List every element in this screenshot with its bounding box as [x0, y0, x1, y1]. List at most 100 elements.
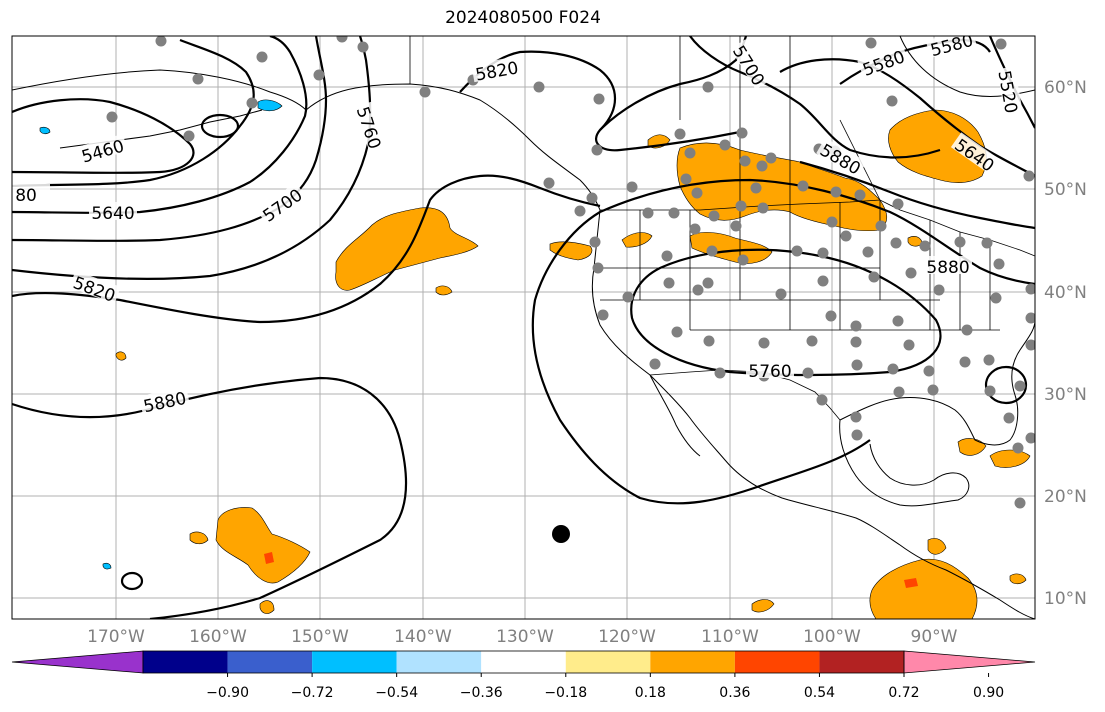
colorbar — [11, 650, 1036, 674]
contour-5880-plains — [599, 178, 1035, 286]
longitude-label: 140°W — [394, 627, 452, 647]
colorbar-tick-label: −0.90 — [206, 685, 249, 701]
station-dot — [1003, 412, 1015, 424]
colorbar-segment — [143, 651, 228, 673]
contour-label: 80 — [15, 186, 37, 206]
longitude-label: 130°W — [496, 627, 554, 647]
station-dot — [886, 95, 898, 107]
station-dot — [1025, 283, 1035, 295]
latitude-label: 50°N — [1044, 180, 1087, 200]
station-dot — [1014, 497, 1026, 509]
state-borders — [409, 36, 1035, 421]
station-dot — [533, 81, 545, 93]
field-central-america — [869, 558, 978, 619]
station-dot — [905, 267, 917, 279]
station-dot — [661, 250, 673, 262]
field-yucatan-sm — [751, 599, 775, 613]
station-dot — [961, 324, 973, 336]
longitude-label: 90°W — [911, 627, 958, 647]
station-dot — [1025, 339, 1035, 351]
station-dot — [155, 36, 167, 47]
station-dot — [993, 258, 1005, 270]
station-dot — [622, 291, 634, 303]
field-hawaii — [215, 507, 311, 584]
colorbar-tick-labels: −0.90 −0.72 −0.54 −0.36 −0.18 0.18 0.36 0.54 0.7… — [206, 673, 1004, 701]
colorbar-segment — [819, 651, 904, 673]
colorbar-segment — [312, 651, 397, 673]
station-dot — [893, 386, 905, 398]
station-dot — [706, 245, 718, 257]
station-dot — [1025, 312, 1035, 324]
station-dot — [995, 38, 1007, 50]
station-dot — [649, 358, 661, 370]
field-strong-hawaii — [264, 552, 274, 564]
station-dot — [313, 69, 325, 81]
station-dot — [775, 288, 787, 300]
longitude-labels: 170°W 160°W 150°W 140°W 130°W 120°W 110°W 100°W… — [87, 627, 958, 647]
station-dot — [543, 177, 555, 189]
station-dot — [840, 230, 852, 242]
station-dot — [851, 429, 863, 441]
station-dot — [765, 152, 777, 164]
contour-5880-east — [531, 211, 871, 505]
us-state-lines — [594, 200, 1000, 331]
baja — [649, 374, 701, 457]
station-dot — [735, 200, 747, 212]
contour-5700-n — [689, 36, 941, 159]
contour-label: 5640 — [91, 204, 134, 224]
station-dot — [830, 186, 842, 198]
field-rockies — [689, 232, 773, 264]
contour-5760 — [12, 36, 372, 280]
station-dot — [797, 180, 809, 192]
station-dot — [106, 111, 118, 123]
contour-low-alaska — [200, 113, 240, 139]
station-dot — [890, 237, 902, 249]
colorbar-tick-label: 0.90 — [973, 685, 1004, 701]
station-dot — [702, 81, 714, 93]
station-dot — [703, 335, 715, 347]
west-coast — [591, 209, 1035, 619]
colorbar-tick-label: 0.18 — [635, 685, 666, 701]
positive-anomaly-areas — [115, 109, 1031, 619]
contour-5820 — [12, 174, 601, 324]
station-dot — [825, 310, 837, 322]
station-dot — [802, 367, 814, 379]
map-frame — [11, 35, 1036, 620]
station-dot — [680, 173, 692, 185]
station-dot — [674, 128, 686, 140]
station-dot — [593, 93, 605, 105]
contour-5460 — [12, 98, 195, 174]
station-dot — [626, 181, 638, 193]
station-dot — [981, 237, 993, 249]
station-dot — [903, 339, 915, 351]
station-dot — [816, 394, 828, 406]
station-dot — [642, 207, 654, 219]
latitude-label: 40°N — [1044, 283, 1087, 303]
station-dot — [708, 210, 720, 222]
station-dot — [757, 202, 769, 214]
station-dot — [862, 246, 874, 258]
station-dot — [192, 73, 204, 85]
contour-label: 5760 — [748, 362, 791, 382]
colorbar-segment — [227, 651, 313, 673]
station-dot — [714, 367, 726, 379]
station-dot — [756, 160, 768, 172]
colorbar-tick-label: −0.54 — [375, 685, 418, 701]
colorbar-min-extend — [11, 650, 144, 674]
colorbar-tick-label: 0.54 — [804, 685, 835, 701]
station-dot — [589, 236, 601, 248]
station-dot — [923, 365, 935, 377]
station-dot — [959, 356, 971, 368]
station-dot — [806, 335, 818, 347]
station-dot — [574, 205, 586, 217]
colorbar-segment — [650, 651, 735, 673]
alaska-coast — [12, 69, 601, 211]
latitude-label: 20°N — [1044, 487, 1087, 507]
colorbar-tick-label: −0.72 — [291, 685, 334, 701]
station-dot — [730, 220, 742, 232]
station-dot — [357, 41, 369, 53]
station-dot — [702, 277, 714, 289]
field-belize — [927, 538, 947, 555]
colorbar-segment — [565, 651, 651, 673]
